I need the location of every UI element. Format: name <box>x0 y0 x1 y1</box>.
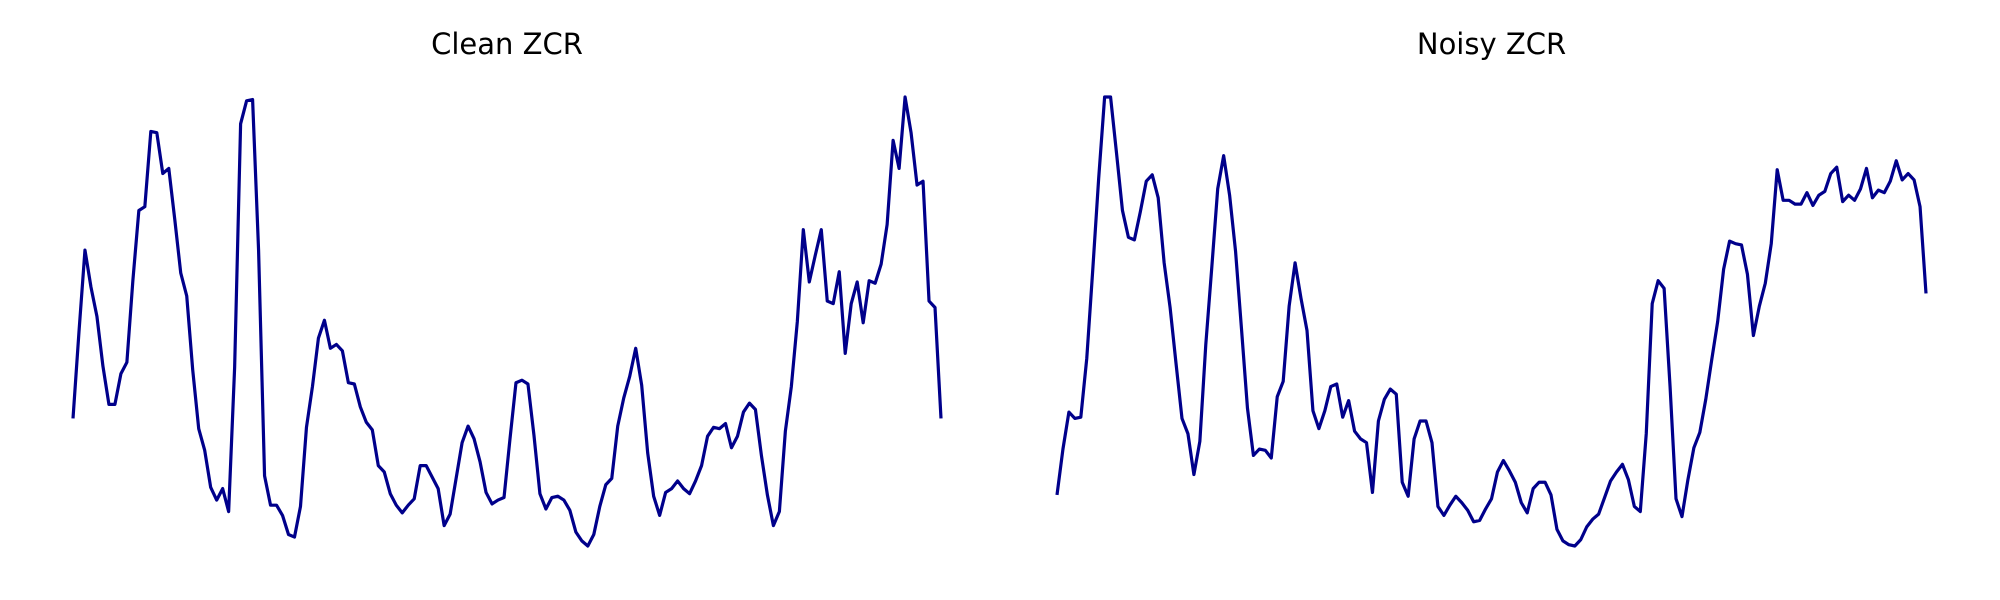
chart-title: Noisy ZCR <box>1417 27 1566 61</box>
chart-title: Clean ZCR <box>431 27 583 61</box>
zcr-line <box>1055 95 1928 548</box>
zcr-line <box>71 95 943 548</box>
